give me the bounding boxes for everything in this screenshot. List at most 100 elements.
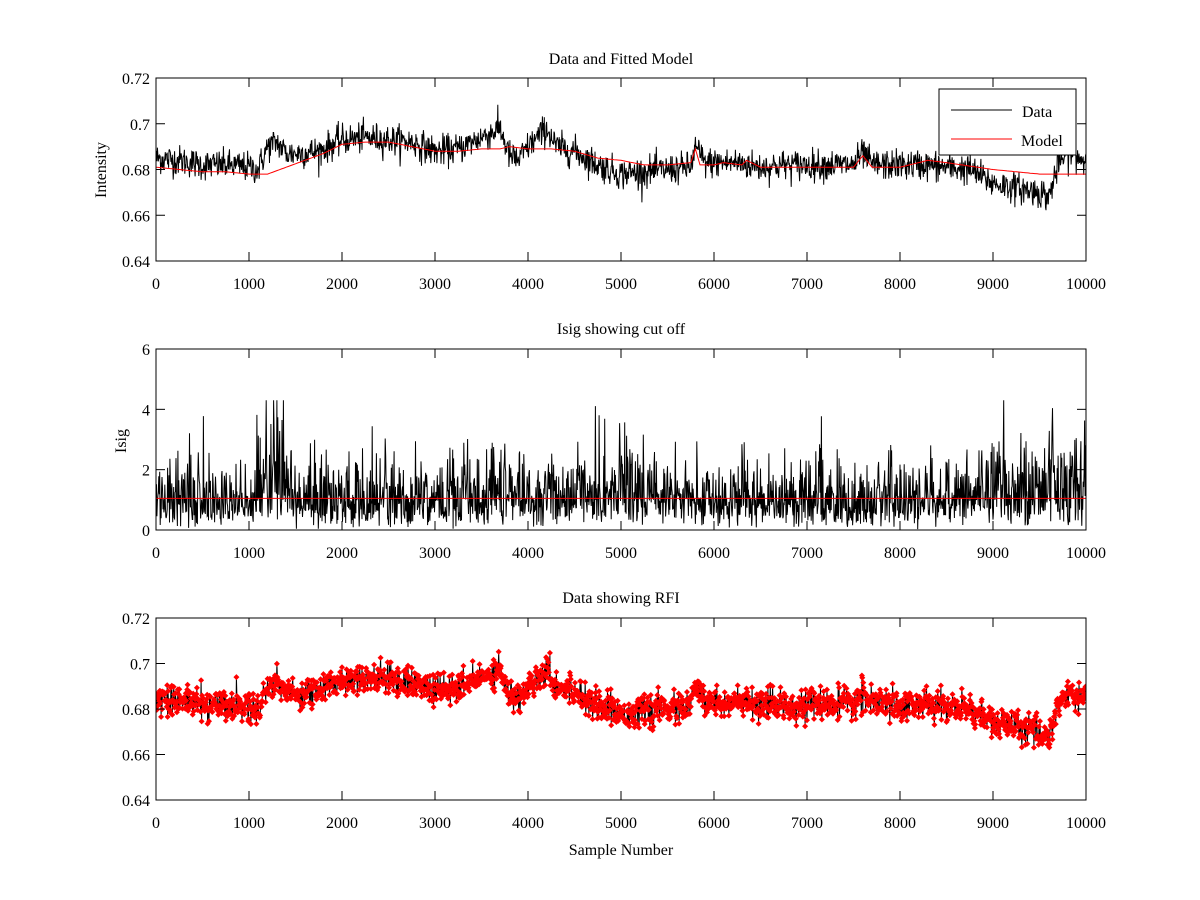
rfi-marker: [495, 648, 502, 655]
rfi-marker: [1049, 730, 1056, 737]
rfi-marker: [934, 688, 941, 695]
rfi-marker: [763, 690, 770, 697]
y-tick-label: 2: [142, 463, 150, 480]
rfi-marker: [552, 676, 558, 683]
rfi-marker: [342, 681, 349, 688]
rfi-marker: [520, 700, 527, 707]
rfi-marker: [498, 663, 504, 669]
y-tick-labels: 0.64 0.66 0.68 0.7 0.72: [122, 611, 1086, 810]
rfi-marker: [868, 681, 875, 688]
rfi-marker: [931, 721, 938, 728]
x-tick-label: 0: [152, 545, 160, 562]
rfi-marker: [285, 677, 292, 684]
rfi-marker: [633, 707, 640, 714]
rfi-marker: [289, 683, 296, 690]
rfi-marker: [386, 684, 392, 691]
rfi-marker: [608, 722, 615, 729]
rfi-marker: [253, 720, 260, 727]
rfi-marker: [164, 713, 171, 720]
rfi-marker: [528, 672, 535, 679]
rfi-marker: [353, 668, 360, 675]
rfi-marker: [605, 714, 612, 721]
rfi-marker: [938, 716, 945, 723]
y-tick-label: 0.72: [122, 611, 150, 628]
rfi-marker: [563, 693, 570, 700]
rfi-marker: [647, 692, 654, 698]
rfi-marker: [798, 687, 805, 694]
rfi-marker: [759, 690, 766, 697]
rfi-marker: [958, 710, 965, 716]
rfi-marker: [954, 698, 961, 705]
rfi-marker: [686, 710, 693, 717]
rfi-marker: [1082, 683, 1086, 690]
rfi-marker: [670, 708, 677, 715]
rfi-marker: [367, 685, 374, 692]
rfi-marker: [308, 705, 315, 712]
rfi-marker: [1030, 729, 1036, 736]
rfi-marker: [769, 683, 776, 690]
rfi-marker: [978, 696, 985, 703]
rfi-marker: [783, 693, 790, 700]
rfi-marker: [682, 706, 689, 713]
rfi-marker: [654, 692, 661, 699]
rfi-marker: [278, 697, 285, 704]
rfi-marker: [428, 691, 435, 698]
rfi-marker: [460, 691, 467, 698]
x-tick-label: 4000: [512, 276, 544, 293]
rfi-marker: [262, 699, 269, 706]
x-tick-label: 9000: [977, 545, 1009, 562]
rfi-marker: [395, 690, 402, 697]
rfi-marker: [725, 712, 732, 719]
rfi-marker: [1076, 679, 1082, 686]
rfi-marker: [456, 676, 463, 683]
rfi-marker: [525, 691, 532, 698]
y-tick-label: 4: [142, 402, 150, 419]
rfi-marker: [997, 734, 1003, 741]
x-tick-label: 0: [152, 815, 160, 832]
rfi-marker: [1056, 712, 1063, 719]
rfi-marker: [273, 660, 280, 667]
rfi-marker: [721, 689, 728, 696]
rfi-marker: [313, 679, 320, 686]
series-model-line: [156, 141, 1086, 175]
rfi-marker: [342, 692, 349, 699]
x-tick-label: 3000: [419, 815, 451, 832]
rfi-marker: [928, 709, 935, 716]
rfi-marker: [792, 715, 799, 722]
rfi-marker: [491, 685, 498, 691]
legend-label-model: Model: [1021, 133, 1063, 150]
rfi-marker: [1075, 711, 1082, 718]
rfi-marker: [245, 716, 252, 722]
rfi-marker: [565, 680, 571, 687]
rfi-marker: [549, 687, 556, 694]
rfi-marker: [440, 669, 447, 676]
rfi-marker: [919, 714, 926, 720]
x-tick-label: 5000: [605, 545, 637, 562]
x-tick-label: 6000: [698, 815, 730, 832]
rfi-marker: [621, 702, 628, 709]
rfi-marker: [840, 690, 847, 697]
rfi-marker: [193, 691, 200, 697]
rfi-marker: [713, 682, 720, 689]
rfi-marker: [257, 712, 264, 719]
y-tick-labels: 0.64 0.66 0.68 0.7 0.72: [122, 71, 1086, 271]
rfi-marker: [949, 691, 956, 698]
rfi-marker: [806, 693, 813, 700]
rfi-marker: [1014, 711, 1021, 718]
rfi-marker: [900, 701, 907, 708]
x-tick-label: 2000: [326, 276, 358, 293]
rfi-marker: [609, 695, 616, 702]
x-tick-label: 1000: [233, 545, 265, 562]
y-tick-label: 6: [142, 342, 150, 359]
rfi-marker: [1033, 713, 1040, 720]
rfi-marker: [1069, 682, 1076, 689]
rfi-marker: [888, 698, 895, 705]
rfi-marker: [337, 669, 344, 675]
rfi-marker: [578, 678, 584, 685]
rfi-marker: [912, 707, 919, 714]
rfi-marker: [415, 672, 422, 679]
rfi-marker: [493, 675, 500, 682]
rfi-marker: [453, 682, 460, 689]
x-tick-label: 8000: [884, 276, 916, 293]
x-tick-label: 8000: [884, 815, 916, 832]
